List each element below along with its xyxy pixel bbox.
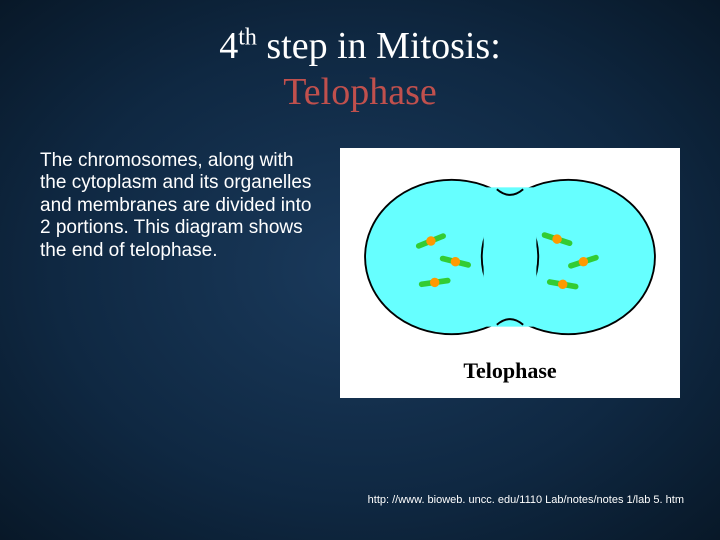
title-block: 4th step in Mitosis: Telophase bbox=[40, 24, 680, 114]
slide: 4th step in Mitosis: Telophase The chrom… bbox=[0, 0, 720, 540]
diagram-box: Telophase bbox=[340, 148, 680, 398]
source-credit: http: //www. bioweb. uncc. edu/1110 Lab/… bbox=[368, 494, 684, 506]
content-row: The chromosomes, along with the cytoplas… bbox=[40, 148, 680, 398]
title-line-1: 4th step in Mitosis: bbox=[40, 24, 680, 68]
title-suffix: step in Mitosis: bbox=[257, 25, 501, 67]
title-prefix: 4 bbox=[219, 25, 238, 67]
telophase-cell-diagram bbox=[350, 162, 670, 352]
diagram-label: Telophase bbox=[463, 358, 556, 384]
title-line-2: Telophase bbox=[40, 70, 680, 114]
body-text: The chromosomes, along with the cytoplas… bbox=[40, 148, 320, 262]
title-superscript: th bbox=[238, 24, 257, 50]
diagram-wrap: Telophase bbox=[340, 148, 680, 398]
